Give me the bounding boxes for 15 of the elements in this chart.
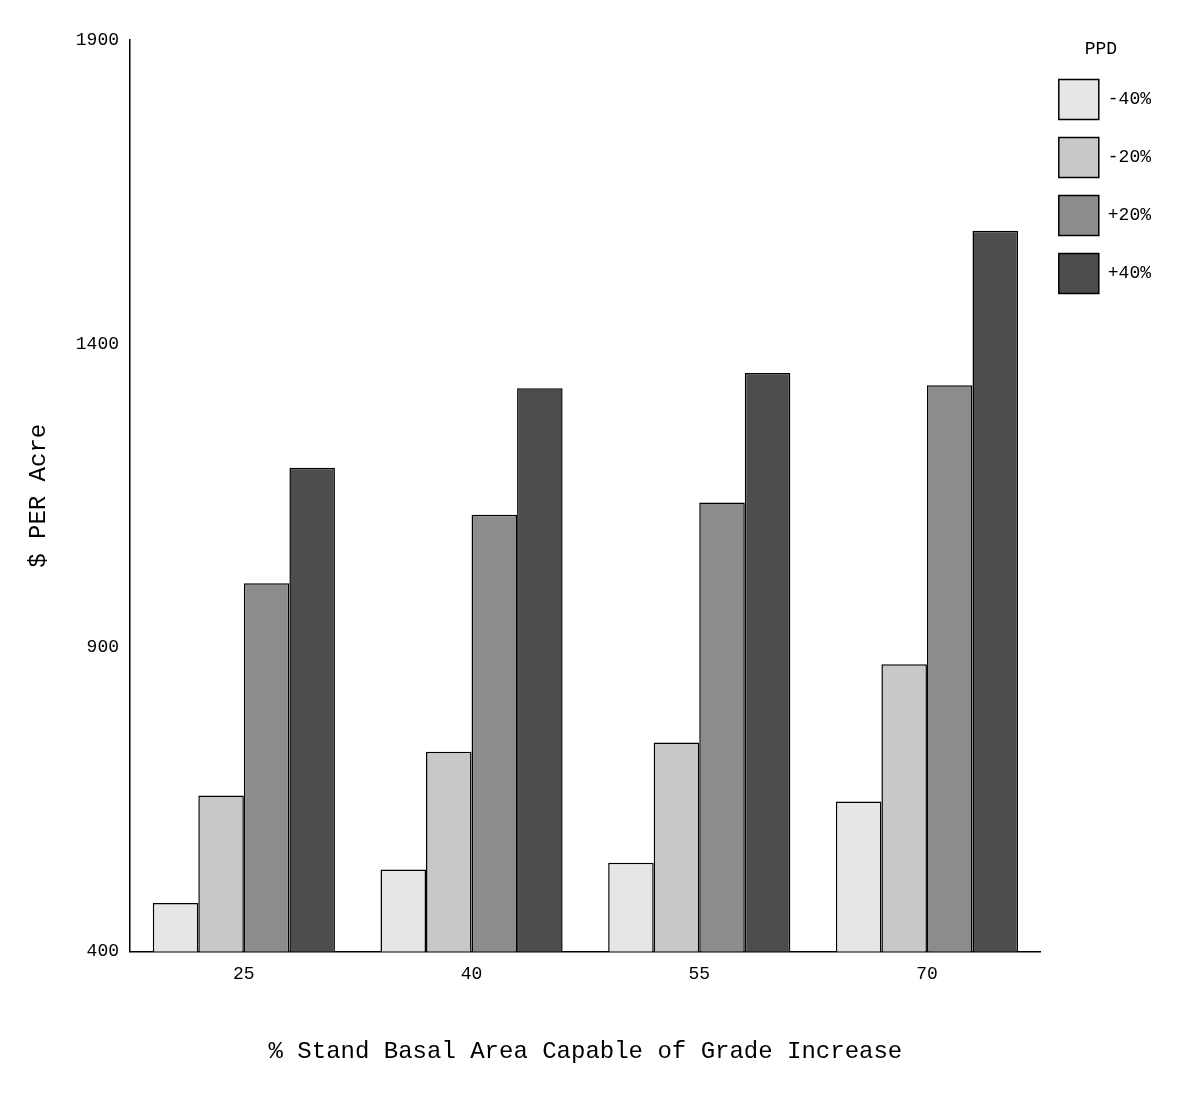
y-tick-label: 400 (86, 941, 120, 962)
legend-label: +20% (1107, 205, 1152, 226)
legend-label: -20% (1107, 147, 1152, 168)
y-tick-label: 900 (86, 637, 120, 658)
y-tick-label: 1400 (75, 333, 120, 354)
legend-label: +40% (1107, 263, 1152, 284)
x-tick-label: 55 (688, 964, 711, 985)
x-axis-title: % Stand Basal Area Capable of Grade Increase (268, 1037, 903, 1065)
x-tick-label: 40 (460, 964, 483, 985)
legend-title: PPD (1084, 38, 1118, 59)
x-tick-label: 25 (233, 964, 255, 985)
legend-label: -40% (1107, 89, 1152, 110)
x-tick-label: 70 (916, 964, 938, 985)
y-tick-label: 1900 (75, 29, 120, 50)
y-axis-title: $ PER Acre (24, 423, 52, 568)
